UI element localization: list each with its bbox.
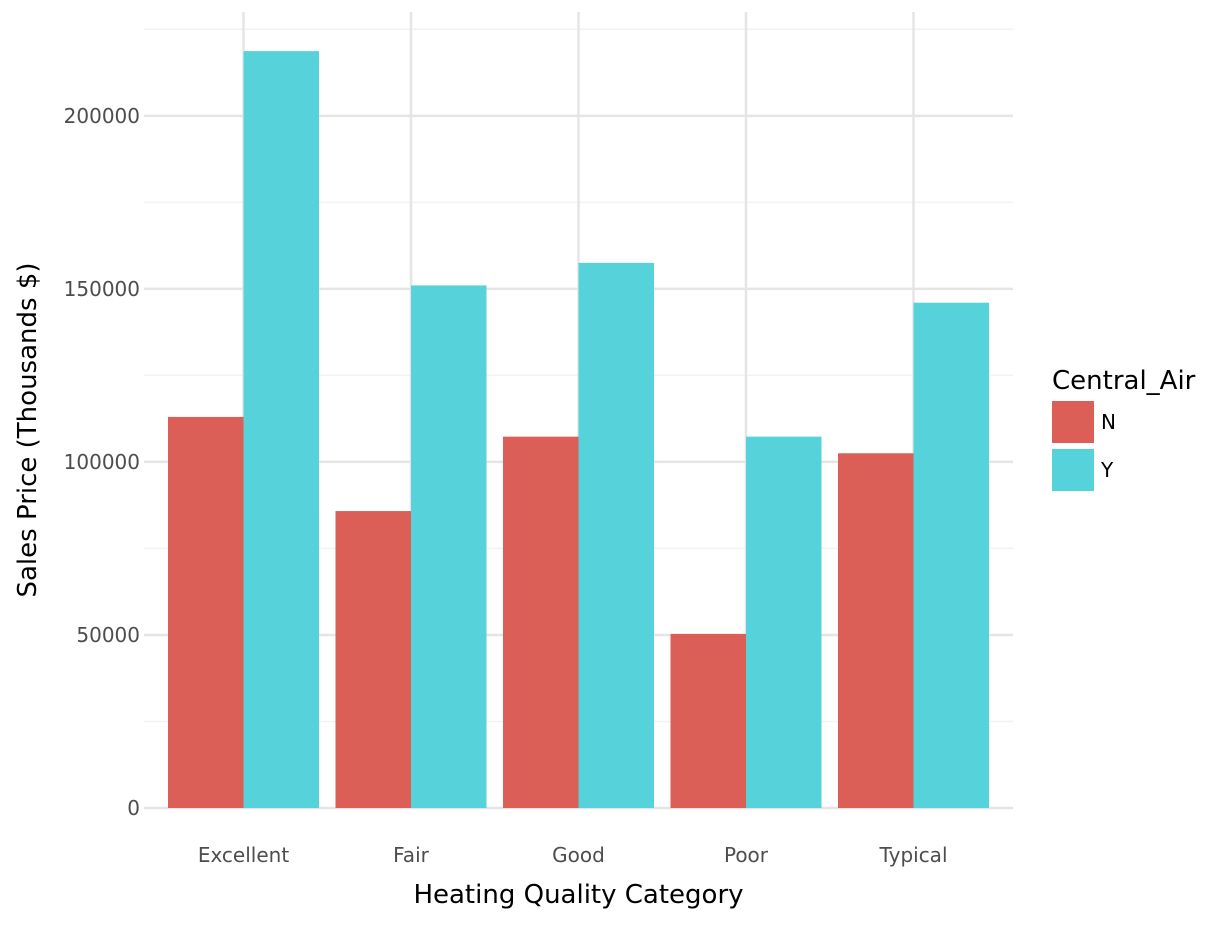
x-tick-label: Typical (879, 843, 948, 867)
bar-excellent-n (168, 416, 244, 808)
x-tick-label: Good (552, 843, 605, 867)
x-axis-title: Heating Quality Category (413, 880, 743, 910)
legend-swatch-y (1052, 449, 1094, 491)
x-tick-label: Excellent (198, 843, 290, 867)
x-axis-ticks: Excellent Fair Good Poor Typical (198, 843, 948, 867)
legend-items: NY (1052, 401, 1116, 491)
y-tick-label: 100000 (64, 450, 140, 474)
bar-typical-y (913, 302, 989, 808)
y-tick-label: 150000 (64, 277, 140, 301)
legend-swatch-n (1052, 401, 1094, 443)
legend-label-n: N (1101, 410, 1116, 434)
x-tick-label: Poor (724, 843, 769, 867)
legend-title: Central_Air (1052, 366, 1196, 396)
y-tick-label: 50000 (76, 623, 140, 647)
bar-good-n (503, 436, 579, 808)
bar-poor-n (670, 633, 746, 808)
bar-excellent-y (243, 51, 319, 808)
bar-good-y (578, 262, 654, 808)
y-axis-title: Sales Price (Thousands $) (13, 262, 43, 597)
bar-typical-n (838, 453, 914, 808)
y-tick-label: 0 (127, 796, 140, 820)
bar-poor-y (746, 436, 822, 808)
x-tick-label: Fair (393, 843, 429, 867)
bars (168, 51, 989, 808)
y-tick-label: 200000 (64, 104, 140, 128)
bar-fair-n (335, 511, 411, 808)
legend-label-y: Y (1100, 458, 1114, 482)
y-axis-ticks: 0 50000 100000 150000 200000 (64, 104, 140, 820)
legend: Central_Air NY (1052, 366, 1196, 491)
bar-fair-y (411, 285, 487, 808)
